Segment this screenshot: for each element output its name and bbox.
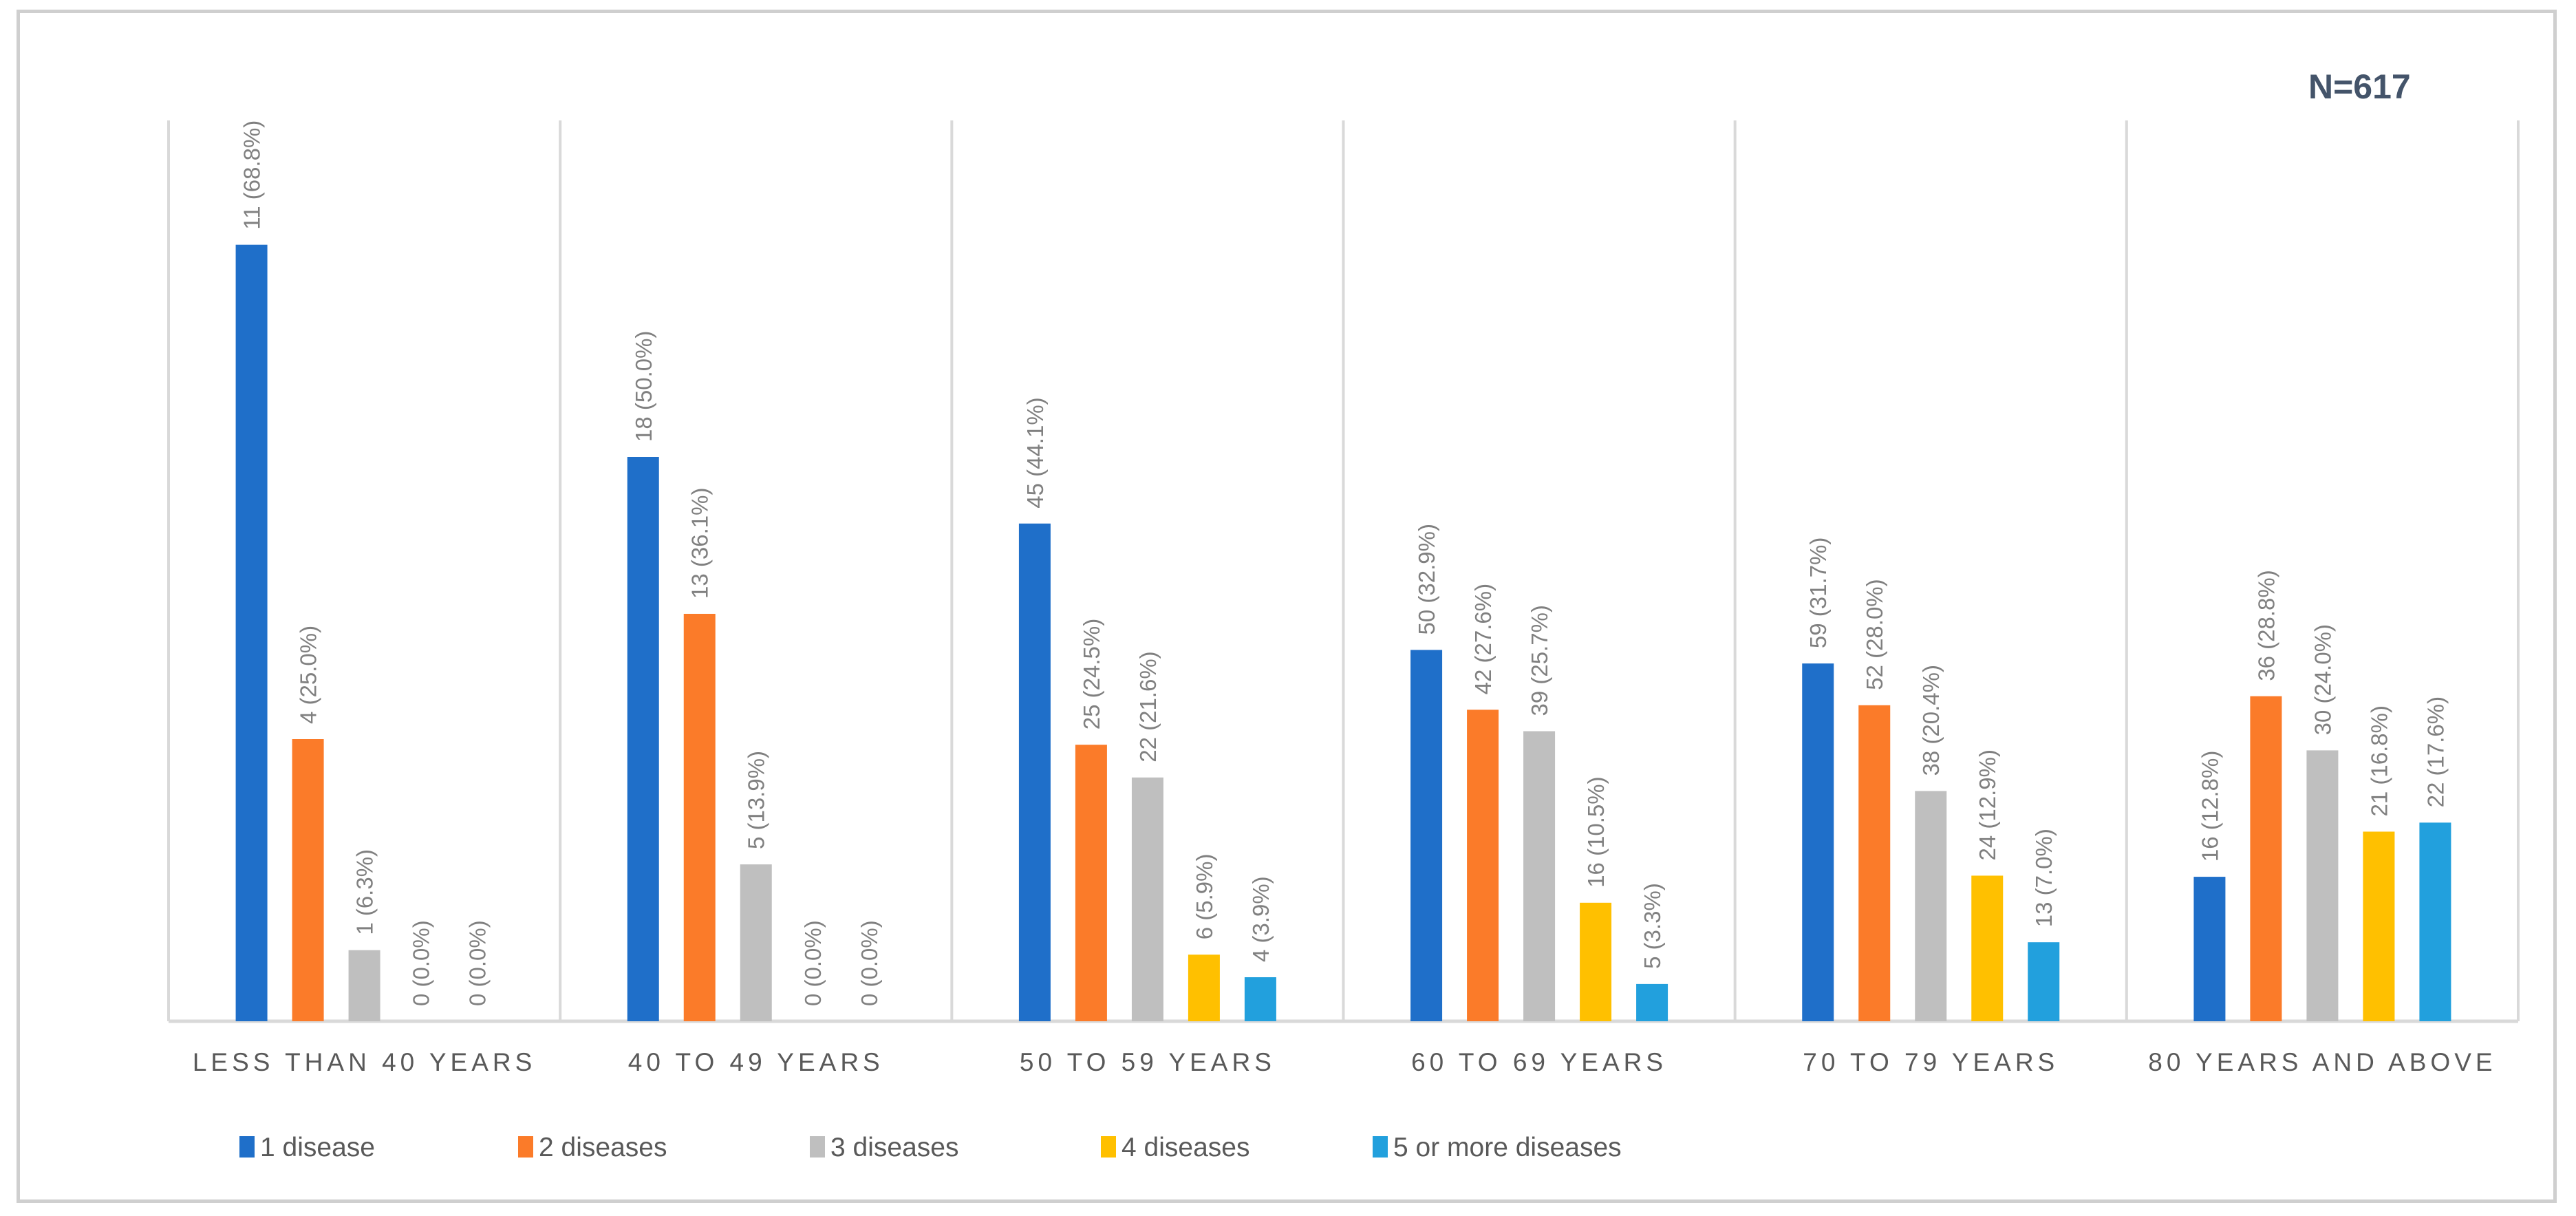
data-label: 4 (25.0%) (296, 626, 321, 724)
data-label: 13 (36.1%) (687, 488, 713, 599)
bar (1410, 650, 1443, 1021)
category-labels-group: LESS THAN 40 YEARS 40 TO 49 YEARS 50 TO 59… (193, 1048, 2496, 1076)
data-label: 25 (24.5%) (1079, 619, 1104, 729)
legend-swatch (810, 1136, 825, 1158)
data-label: 6 (5.9%) (1192, 854, 1217, 940)
bar (1188, 954, 1220, 1021)
bar (627, 457, 659, 1021)
data-label: 52 (28.0%) (1862, 579, 1887, 690)
data-label: 18 (50.0%) (631, 331, 656, 442)
category-separators (167, 120, 2520, 1021)
data-label: 11 (68.8%) (239, 120, 265, 230)
bar (740, 864, 772, 1021)
bar (2193, 877, 2226, 1021)
data-labels-group: 11 (68.8%) 4 (25.0%) 1 (6.3%) 0 (0.0%) 0 (0.… (239, 120, 2449, 1006)
bar (1523, 731, 1556, 1021)
data-label: 5 (13.9%) (744, 751, 769, 849)
bar (2250, 696, 2282, 1021)
bar (683, 613, 716, 1021)
bar (348, 950, 380, 1021)
data-label: 45 (44.1%) (1022, 397, 1048, 508)
data-label: 59 (31.7%) (1805, 537, 1831, 648)
bar (1075, 745, 1107, 1021)
legend-swatch (1373, 1136, 1388, 1158)
chart-frame (17, 10, 2557, 1203)
bars-group (235, 244, 2451, 1022)
bar (1244, 977, 1276, 1021)
bar (2306, 750, 2339, 1021)
bar (1915, 791, 1947, 1021)
bar (235, 244, 268, 1022)
data-label: 0 (0.0%) (857, 920, 882, 1006)
data-label: 36 (28.8%) (2253, 570, 2279, 681)
data-label: 4 (3.9%) (1248, 876, 1274, 962)
data-label: 22 (21.6%) (1135, 651, 1161, 762)
data-label: 16 (12.8%) (2197, 751, 2222, 862)
category-label: 70 TO 79 YEARS (1803, 1048, 2059, 1076)
sample-size-label: N=617 (2308, 67, 2411, 106)
data-label: 39 (25.7%) (1527, 605, 1552, 716)
bar (1580, 902, 1612, 1021)
data-label: 1 (6.3%) (352, 849, 378, 935)
data-label: 21 (16.8%) (2366, 705, 2392, 816)
legend-label: 3 diseases (830, 1133, 958, 1162)
category-label: 80 YEARS AND ABOVE (2148, 1048, 2496, 1076)
data-label: 5 (3.3%) (1640, 883, 1665, 969)
data-label: 24 (12.9%) (1975, 749, 2000, 860)
legend-label: 5 or more diseases (1393, 1133, 1622, 1162)
data-label: 13 (7.0%) (2031, 829, 2057, 927)
bar (1636, 983, 1668, 1021)
bar (1018, 523, 1051, 1021)
data-label: 0 (0.0%) (409, 920, 434, 1006)
legend-label: 1 disease (260, 1133, 375, 1162)
category-label: 40 TO 49 YEARS (628, 1048, 884, 1076)
legend: 1 disease 2 diseases 3 diseases 4 diseases 5… (239, 1133, 1622, 1162)
data-label: 22 (17.6%) (2423, 696, 2448, 807)
bar (2363, 831, 2395, 1021)
data-label: 38 (20.4%) (1918, 665, 1944, 776)
data-label: 30 (24.0%) (2310, 624, 2335, 735)
bar (2028, 942, 2060, 1021)
category-label: 60 TO 69 YEARS (1411, 1048, 1667, 1076)
legend-label: 2 diseases (539, 1133, 667, 1162)
legend-swatch (1101, 1136, 1116, 1158)
category-label: 50 TO 59 YEARS (1020, 1048, 1276, 1076)
data-label: 42 (27.6%) (1470, 584, 1496, 694)
bar (1131, 777, 1163, 1021)
bar (1467, 710, 1499, 1021)
category-label: LESS THAN 40 YEARS (193, 1048, 536, 1076)
bar (292, 739, 324, 1021)
bar (1971, 875, 2004, 1021)
data-label: 50 (32.9%) (1414, 524, 1439, 634)
data-label: 0 (0.0%) (800, 920, 826, 1006)
bar (2419, 822, 2451, 1021)
bar (1802, 663, 1834, 1021)
data-label: 16 (10.5%) (1583, 776, 1609, 887)
data-label: 0 (0.0%) (465, 920, 491, 1006)
legend-swatch (239, 1136, 255, 1158)
legend-swatch (518, 1136, 533, 1158)
bar (1858, 705, 1891, 1021)
legend-label: 4 diseases (1121, 1133, 1249, 1162)
